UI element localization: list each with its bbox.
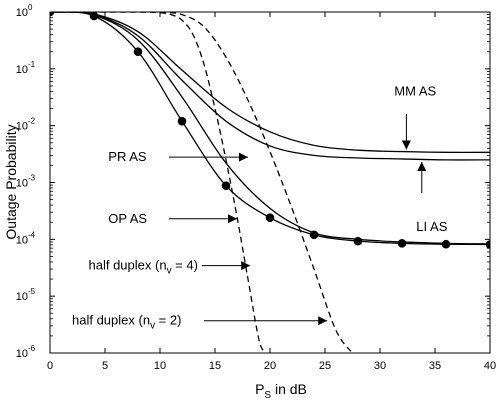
ticks-layer: 0 5 10 15 20 25 30 35 4010-610-510-410-310-210-1… [16, 3, 496, 372]
series-line-li-as [50, 12, 490, 245]
series-line-mm-as [50, 12, 490, 153]
y-tick-exponent: -4 [28, 230, 36, 239]
x-tick-label: 15 [209, 360, 221, 372]
x-tick-label: 5 [102, 360, 108, 372]
y-tick-label: 10 [16, 234, 28, 246]
y-tick-label: 10 [16, 121, 28, 133]
annotation-label-li: LI AS [416, 219, 447, 234]
x-tick-label: 10 [154, 360, 166, 372]
y-tick-exponent: 0 [28, 3, 33, 12]
annotation-label-pr: PR AS [108, 149, 147, 164]
curves-layer [50, 12, 490, 353]
data-point-op-as [133, 47, 143, 57]
y-tick-exponent: -1 [28, 60, 36, 69]
series-line-half-duplex-n-v-2 [50, 12, 354, 353]
y-tick-exponent: -6 [28, 344, 36, 353]
x-tick-label: 25 [319, 360, 331, 372]
annotation-op: OP AS [108, 211, 237, 226]
annotation-mm: MM AS [394, 83, 437, 150]
data-point-op-as [89, 12, 99, 21]
y-tick-label: 10 [16, 178, 28, 190]
plot-area [50, 12, 490, 353]
annotation-label-mm: MM AS [394, 83, 436, 98]
y-tick-label: 10 [16, 348, 28, 360]
y-axis-label: Outage Probability [3, 124, 19, 239]
annotation-label-hd4: half duplex (nv = 4) [89, 258, 198, 277]
annotation-label-op: OP AS [108, 211, 147, 226]
x-tick-label: 35 [429, 360, 441, 372]
y-tick-label: 10 [16, 7, 28, 19]
y-tick-exponent: -5 [28, 287, 36, 296]
annotations-layer: MM AS PR AS LI AS OP AS half duplex (nv = 4)… [72, 83, 448, 331]
x-tick-label: 0 [47, 360, 53, 372]
x-axis-label: PS in dB [255, 381, 307, 401]
x-tick-label: 30 [374, 360, 386, 372]
series-line-pr-as [50, 12, 490, 161]
x-tick-label: 40 [484, 360, 496, 372]
annotation-hd2: half duplex (nv = 2) [72, 313, 328, 332]
annotation-li: LI AS [416, 161, 448, 234]
series-line-half-duplex-n-v-4 [50, 12, 267, 353]
x-tick-label: 20 [264, 360, 276, 372]
data-point-op-as [397, 239, 407, 248]
data-point-op-as [221, 181, 231, 190]
data-point-op-as [441, 239, 451, 249]
annotation-pr: PR AS [108, 149, 248, 164]
annotation-label-hd2: half duplex (nv = 2) [72, 313, 181, 332]
annotation-hd4: half duplex (nv = 4) [89, 258, 251, 277]
data-point-op-as [50, 12, 55, 17]
data-point-op-as [265, 213, 275, 223]
y-tick-exponent: -2 [28, 117, 36, 126]
data-point-op-as [353, 236, 363, 246]
y-tick-exponent: -3 [28, 174, 36, 183]
y-tick-label: 10 [16, 291, 28, 303]
data-point-op-as [177, 116, 187, 126]
y-tick-label: 10 [16, 64, 28, 76]
data-point-op-as [309, 230, 319, 240]
